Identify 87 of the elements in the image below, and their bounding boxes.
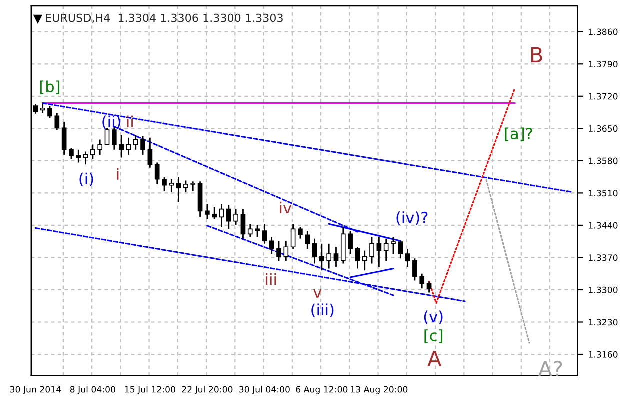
y-tick-label: 1.3510	[589, 190, 618, 197]
annotation: v	[314, 290, 322, 298]
candlestick	[90, 144, 96, 160]
candlestick	[248, 223, 253, 238]
candlestick	[169, 178, 174, 193]
y-tick-label: 1.3440	[589, 222, 618, 229]
y-tick-label: 1.3160	[589, 351, 618, 358]
candlestick	[205, 204, 210, 220]
candlestick	[320, 243, 324, 272]
y-tick-label: 1.3230	[589, 319, 618, 326]
y-tick-label: 1.3300	[589, 286, 618, 294]
annotation: (v)	[424, 310, 443, 324]
candlestick	[426, 280, 432, 294]
candlestick	[62, 122, 67, 156]
candlestick	[54, 112, 60, 131]
annotation: [c]	[424, 330, 442, 344]
annotation: (iv)?	[396, 212, 428, 226]
x-tick-label: 30 Jun 2014	[10, 386, 62, 394]
y-tick-label: 1.3860	[589, 28, 618, 36]
candlestick	[269, 236, 274, 255]
candlestick	[104, 128, 110, 146]
y-tick-label: 1.3370	[589, 254, 618, 262]
candlestick	[355, 246, 360, 270]
candlestick	[40, 102, 46, 114]
y-tick-label: 1.3790	[589, 61, 618, 68]
candlestick	[376, 236, 382, 268]
candlestick	[98, 139, 103, 156]
annotation: A?	[538, 360, 562, 376]
candlestick	[412, 258, 418, 282]
candlestick	[312, 238, 318, 264]
candlestick	[154, 162, 160, 186]
candlestick	[276, 240, 282, 262]
candlestick	[226, 204, 232, 230]
candlestick	[234, 208, 238, 226]
annotation: B	[532, 47, 542, 63]
y-tick-label: 1.3580	[589, 158, 618, 164]
candlestick	[348, 230, 353, 255]
candlestick	[162, 176, 167, 192]
candlestick	[370, 236, 374, 264]
x-tick-label: 13 Aug 20:00	[351, 386, 408, 394]
candlestick	[334, 246, 339, 268]
candlestick	[76, 149, 82, 164]
candlestick	[184, 180, 188, 193]
x-tick-label: 30 Jul 04:00	[240, 386, 290, 394]
text: EURUSD,H4 1.3304 1.3306 1.3300 1.3303	[46, 14, 283, 24]
candlestick	[305, 230, 310, 250]
candlestick	[326, 243, 332, 270]
candlestick	[298, 226, 303, 240]
candlestick	[119, 134, 124, 158]
annotation: i	[117, 168, 119, 180]
annotation: iii	[266, 273, 276, 285]
candlestick	[391, 236, 396, 255]
candlestick	[255, 224, 260, 238]
candlestick	[176, 176, 182, 204]
candlestick	[219, 204, 224, 228]
candlestick	[405, 248, 410, 268]
annotation: [b]	[40, 80, 60, 94]
annotation: A	[428, 351, 442, 366]
candlestick	[140, 135, 146, 156]
x-tick-label: 6 Aug 12:00	[296, 386, 348, 394]
candlestick	[290, 223, 296, 250]
annotation: (iii)	[312, 304, 334, 318]
candlestick	[48, 105, 52, 119]
x-tick-label: 15 Jul 12:00	[125, 386, 176, 394]
candlestick	[133, 134, 138, 151]
annotation: [a]?	[505, 128, 532, 142]
candlestick	[262, 223, 268, 245]
annotation: (ii)	[102, 116, 120, 130]
annotation: ii	[127, 116, 133, 128]
candlestick	[148, 137, 153, 169]
x-tick-label: 8 Jul 04:00	[70, 386, 116, 394]
y-tick-label: 1.3650	[589, 126, 618, 132]
candlestick	[362, 250, 368, 272]
x-tick-label: 22 Jul 20:00	[182, 386, 233, 394]
candlestick	[240, 208, 246, 240]
candlestick	[398, 240, 404, 260]
candlestick	[384, 238, 389, 262]
candlestick	[83, 151, 88, 166]
candlestick	[69, 147, 74, 160]
candlestick	[190, 180, 196, 192]
annotation: iv	[280, 202, 292, 214]
candlestick	[126, 137, 132, 156]
candlestick	[284, 240, 289, 262]
annotation: (i)	[80, 172, 94, 187]
candlestick	[420, 273, 425, 290]
candlestick	[212, 206, 218, 220]
y-tick-label: 1.3720	[589, 93, 618, 100]
